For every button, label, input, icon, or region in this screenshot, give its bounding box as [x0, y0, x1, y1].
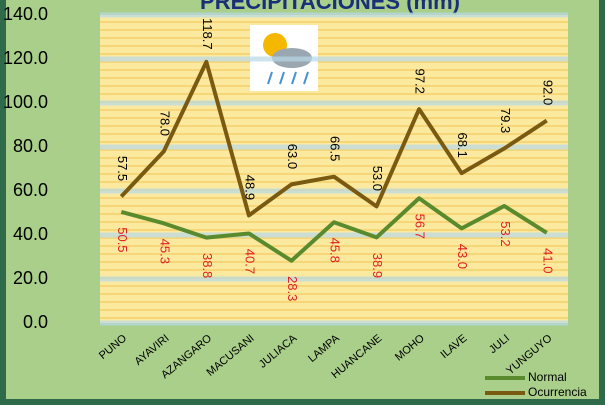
data-label: 56.7 [413, 214, 428, 239]
data-label: 38.9 [370, 253, 385, 278]
data-label: 40.7 [242, 249, 257, 274]
data-label: 118.7 [200, 18, 215, 50]
data-label: 63.0 [285, 144, 300, 169]
data-label: 45.3 [157, 239, 172, 264]
y-tick-label: 100.0 [3, 92, 48, 112]
y-tick-label: 40.0 [13, 224, 48, 244]
y-tick-label: 60.0 [13, 180, 48, 200]
data-label: 92.0 [540, 80, 555, 105]
data-label: 28.3 [285, 276, 300, 301]
chart-title: PRECIPITACIONES (mm) [200, 0, 460, 14]
y-tick-label: 140.0 [3, 4, 48, 24]
data-label: 97.2 [413, 69, 428, 94]
data-label: 57.5 [115, 156, 130, 181]
plot-area [100, 15, 568, 323]
line [120, 196, 548, 263]
legend-label: Normal [528, 370, 567, 384]
line [119, 59, 548, 218]
data-label: 48.9 [242, 175, 257, 200]
data-label: 79.3 [498, 108, 513, 133]
legend-label: Ocurrencia [528, 385, 587, 399]
data-label: 68.1 [455, 133, 470, 158]
data-label: 66.5 [328, 136, 343, 161]
data-label: 53.2 [498, 221, 513, 246]
data-label: 50.5 [115, 227, 130, 252]
data-label: 38.8 [200, 253, 215, 278]
y-tick-label: 120.0 [3, 48, 48, 68]
data-label: 41.0 [540, 248, 555, 273]
y-tick-label: 80.0 [13, 136, 48, 156]
data-label: 43.0 [455, 244, 470, 269]
data-label: 78.0 [157, 111, 172, 136]
data-label: 53.0 [370, 166, 385, 191]
y-tick-label: 20.0 [13, 268, 48, 288]
y-tick-label: 0.0 [23, 312, 48, 332]
data-label: 45.8 [328, 238, 343, 263]
